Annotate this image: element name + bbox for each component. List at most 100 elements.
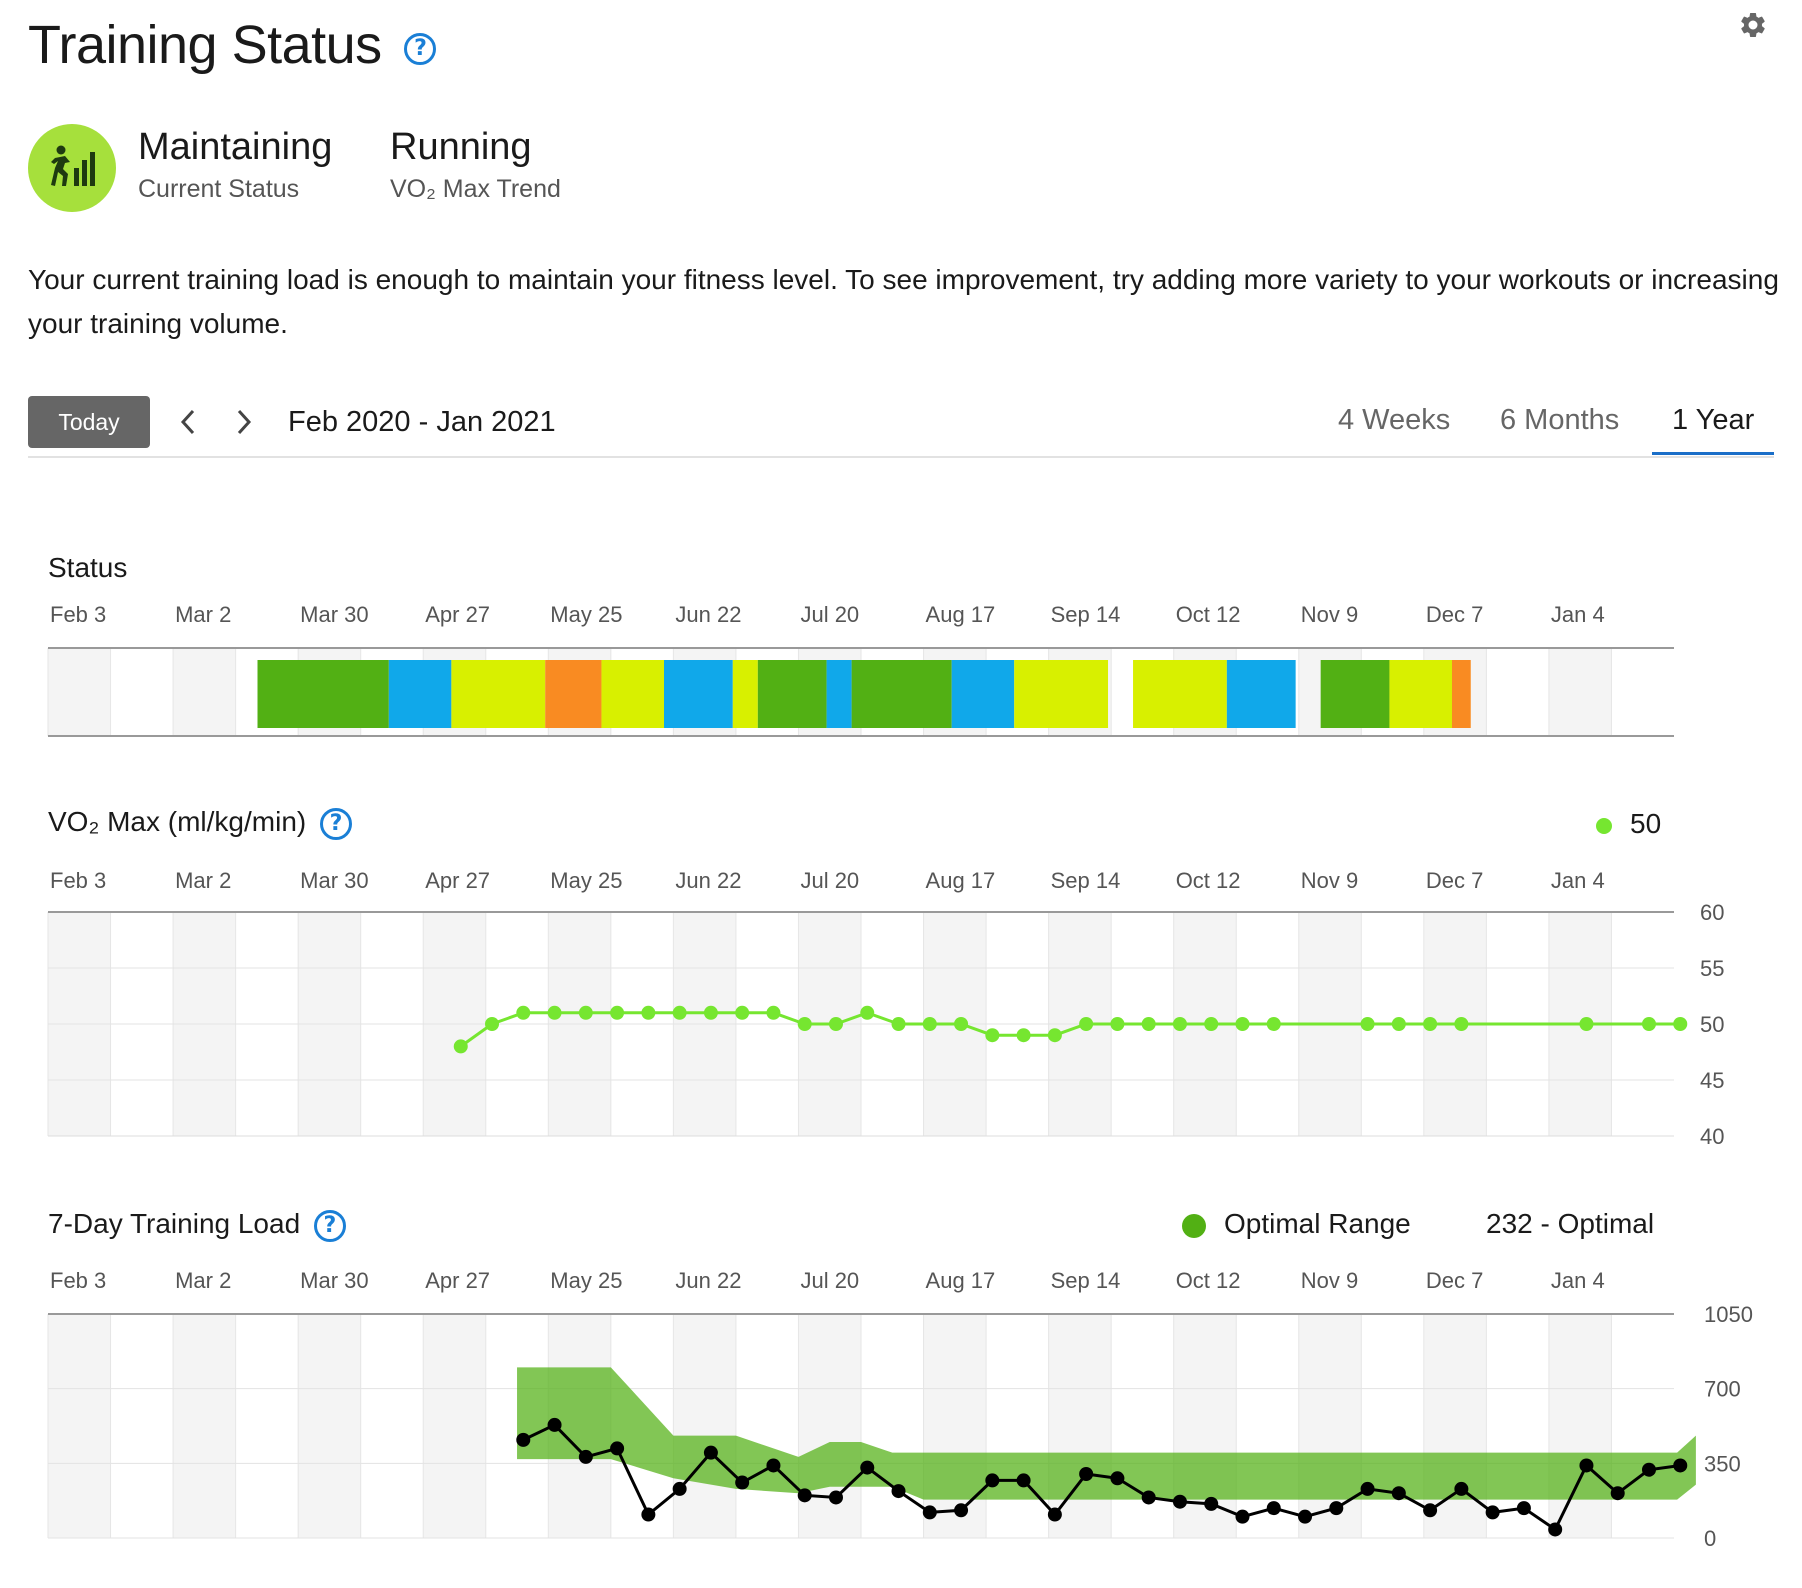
x-tick-label: Sep 14 bbox=[1051, 868, 1121, 893]
x-tick-label: Apr 27 bbox=[425, 868, 490, 893]
vo2-point bbox=[1016, 1028, 1031, 1043]
vo2-point bbox=[1110, 1017, 1125, 1031]
y-tick-label: 45 bbox=[1700, 1068, 1724, 1093]
x-tick-label: Jul 20 bbox=[800, 602, 859, 627]
load-point bbox=[1391, 1486, 1406, 1501]
load-point bbox=[1423, 1503, 1438, 1518]
vo2-legend: 50 bbox=[1596, 808, 1661, 840]
load-point bbox=[735, 1475, 750, 1490]
load-point bbox=[547, 1417, 562, 1432]
grid-band bbox=[798, 1314, 861, 1538]
gear-icon[interactable] bbox=[1738, 10, 1768, 40]
vo2-point bbox=[547, 1005, 562, 1020]
vo2-legend-dot bbox=[1596, 817, 1612, 834]
status-segment-recovery bbox=[826, 660, 852, 728]
vo2-point bbox=[891, 1017, 906, 1031]
x-tick-label: Jun 22 bbox=[675, 868, 741, 893]
status-segment-recovery bbox=[664, 660, 733, 728]
vo2-point bbox=[485, 1017, 500, 1031]
vo2-point bbox=[1172, 1017, 1187, 1031]
grid-band bbox=[1548, 648, 1612, 736]
tab-1-year[interactable]: 1 Year bbox=[1672, 404, 1755, 436]
status-segment-maintaining bbox=[732, 660, 758, 728]
load-point bbox=[703, 1445, 718, 1460]
x-tick-label: Oct 12 bbox=[1176, 868, 1241, 893]
vo2-point bbox=[1454, 1017, 1469, 1031]
x-tick-label: Feb 3 bbox=[50, 868, 106, 893]
load-chart: Feb 3 Mar 2 Mar 30 Apr 27 May 25 Jun 22 Jul 20… bbox=[47, 1268, 1753, 1551]
load-point bbox=[1079, 1467, 1094, 1481]
status-segment-productive bbox=[1320, 660, 1390, 728]
load-point bbox=[1641, 1462, 1656, 1477]
optimal-range-legend: Optimal Range bbox=[1182, 1208, 1411, 1240]
vo2-point bbox=[610, 1005, 625, 1020]
x-tick-label: Mar 2 bbox=[175, 868, 231, 893]
vo2-point bbox=[1235, 1017, 1250, 1031]
load-point bbox=[1298, 1509, 1313, 1524]
vo2-point bbox=[1141, 1017, 1156, 1031]
current-status-block: Maintaining Current Status bbox=[138, 126, 332, 204]
grid-band bbox=[173, 648, 236, 736]
vo2-point bbox=[1579, 1017, 1594, 1031]
vo2-point bbox=[1391, 1017, 1406, 1031]
page-title: Training Status ? bbox=[28, 14, 437, 76]
vo2-point bbox=[828, 1017, 843, 1031]
vo2-point bbox=[703, 1005, 718, 1020]
vo2-chart: Feb 3 Mar 2 Mar 30 Apr 27 May 25 Jun 22 Jul 20… bbox=[47, 868, 1724, 1149]
x-tick-label: May 25 bbox=[550, 1268, 622, 1293]
grid-band bbox=[1548, 1314, 1612, 1538]
x-tick-label: Nov 9 bbox=[1301, 1268, 1358, 1293]
vo2-point bbox=[1047, 1028, 1062, 1043]
x-tick-label: Mar 30 bbox=[300, 602, 368, 627]
load-point bbox=[985, 1473, 1000, 1488]
today-button[interactable]: Today bbox=[28, 396, 150, 448]
x-tick-label: Dec 7 bbox=[1426, 868, 1483, 893]
load-point bbox=[1204, 1496, 1219, 1511]
vo2-point bbox=[578, 1005, 593, 1020]
vo2-point bbox=[922, 1017, 937, 1031]
help-icon[interactable]: ? bbox=[404, 32, 437, 65]
x-tick-label: May 25 bbox=[550, 868, 622, 893]
load-point bbox=[641, 1507, 656, 1522]
vo2-legend-value: 50 bbox=[1630, 808, 1662, 839]
status-chart-title: Status bbox=[48, 552, 128, 583]
runner-bars-icon bbox=[51, 145, 95, 186]
x-tick-label: Jun 22 bbox=[675, 1268, 741, 1293]
x-tick-label: Jun 22 bbox=[675, 602, 741, 627]
vo2-point bbox=[1641, 1017, 1656, 1031]
x-tick-label: Aug 17 bbox=[926, 868, 996, 893]
status-segment-maintaining bbox=[451, 660, 546, 728]
load-point bbox=[860, 1460, 875, 1475]
tab-4-weeks[interactable]: 4 Weeks bbox=[1338, 404, 1451, 436]
vo2-point bbox=[766, 1005, 781, 1020]
chevron-left-icon[interactable] bbox=[168, 400, 208, 444]
load-chart-title: 7-Day Training Load ? bbox=[48, 1208, 346, 1242]
status-segment-recovery bbox=[1226, 660, 1296, 728]
x-tick-label: Aug 17 bbox=[926, 1268, 996, 1293]
x-tick-label: Feb 3 bbox=[50, 1268, 106, 1293]
x-tick-label: Oct 12 bbox=[1176, 602, 1241, 627]
status-label: Current Status bbox=[138, 175, 300, 203]
y-tick-label: 700 bbox=[1704, 1377, 1741, 1402]
status-icon bbox=[28, 124, 116, 212]
x-tick-label: Jul 20 bbox=[800, 1268, 859, 1293]
y-tick-label: 0 bbox=[1704, 1526, 1716, 1551]
load-point bbox=[1516, 1501, 1531, 1516]
tab-6-months[interactable]: 6 Months bbox=[1500, 404, 1620, 436]
status-segment-maintaining bbox=[1389, 660, 1452, 728]
load-point bbox=[1673, 1458, 1688, 1473]
grid-band bbox=[1048, 1314, 1112, 1538]
load-help-icon[interactable]: ? bbox=[313, 1209, 346, 1242]
x-tick-label: Jul 20 bbox=[800, 868, 859, 893]
vo2-point bbox=[1423, 1017, 1438, 1031]
load-point bbox=[1579, 1458, 1594, 1473]
vo2-point bbox=[1079, 1017, 1094, 1031]
status-segment-maintaining bbox=[1014, 660, 1109, 728]
load-point bbox=[797, 1488, 812, 1503]
x-tick-label: Feb 3 bbox=[50, 602, 106, 627]
chevron-right-icon[interactable] bbox=[224, 400, 264, 444]
vo2-help-icon[interactable]: ? bbox=[320, 807, 353, 840]
load-point bbox=[922, 1505, 937, 1520]
y-tick-label: 50 bbox=[1700, 1012, 1724, 1037]
vo2-point bbox=[1266, 1017, 1281, 1031]
